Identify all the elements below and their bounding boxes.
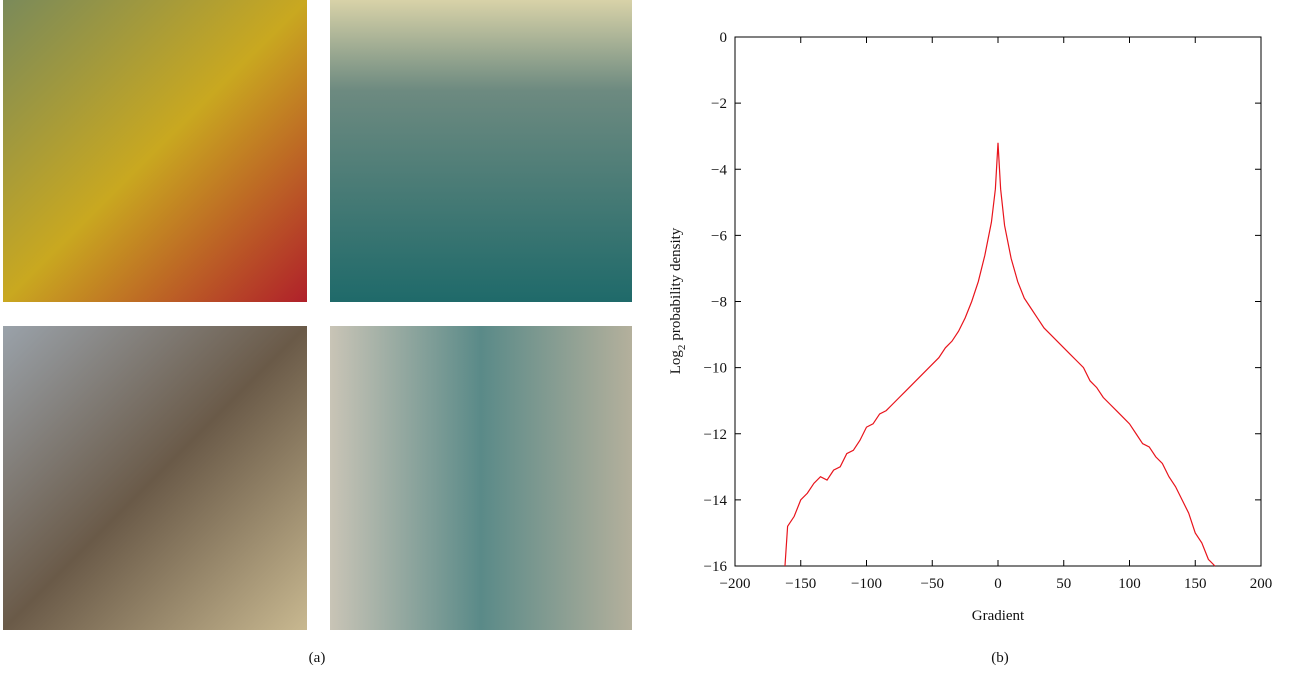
photo-boat <box>330 0 632 302</box>
y-axis-label: Log2probability density <box>668 227 688 374</box>
y-tick-label: −12 <box>704 427 727 443</box>
x-tick-label: 0 <box>994 576 1002 592</box>
x-tick-label: 100 <box>1118 576 1141 592</box>
y-tick-label: −2 <box>711 96 727 112</box>
x-tick-label: −100 <box>851 576 882 592</box>
y-tick-label: 0 <box>720 30 728 46</box>
y-tick-label: −4 <box>711 162 727 178</box>
x-tick-label: −200 <box>720 576 751 592</box>
photo-window <box>330 326 632 630</box>
y-tick-label: −10 <box>704 361 727 377</box>
x-tick-label: −150 <box>785 576 816 592</box>
figure: (a) (b) Gradient Log2probability density… <box>0 0 1293 671</box>
photo-parrots <box>3 0 307 302</box>
panel-label: (b) <box>991 650 1009 666</box>
y-tick-label: −6 <box>711 228 727 244</box>
page: (a) (b) Gradient Log2probability density… <box>0 0 1293 676</box>
plot-frame <box>735 37 1261 566</box>
x-axis-label: Gradient <box>972 608 1025 624</box>
x-tick-label: 50 <box>1056 576 1071 592</box>
panel-label: (a) <box>309 650 326 666</box>
y-tick-label: −16 <box>704 559 728 575</box>
photo-houses <box>3 326 307 630</box>
x-tick-label: −50 <box>921 576 944 592</box>
y-tick-label: −8 <box>711 295 727 311</box>
y-tick-label: −14 <box>704 493 728 509</box>
x-tick-label: 200 <box>1250 576 1273 592</box>
x-tick-label: 150 <box>1184 576 1207 592</box>
data-line <box>785 143 1215 566</box>
